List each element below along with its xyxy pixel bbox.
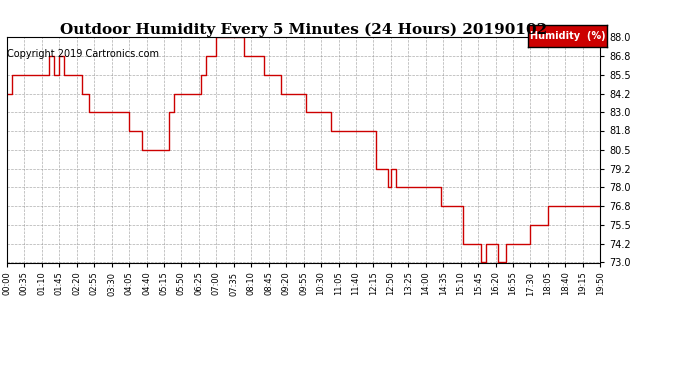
Text: Humidity  (%): Humidity (%)	[530, 31, 605, 41]
Text: Outdoor Humidity Every 5 Minutes (24 Hours) 20190102: Outdoor Humidity Every 5 Minutes (24 Hou…	[60, 22, 547, 37]
Text: Copyright 2019 Cartronics.com: Copyright 2019 Cartronics.com	[7, 49, 159, 59]
